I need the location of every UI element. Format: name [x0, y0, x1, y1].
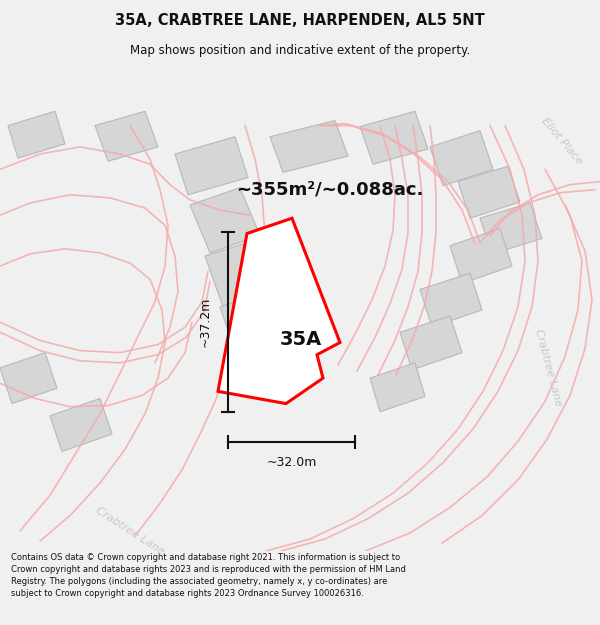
Polygon shape	[480, 203, 542, 254]
Polygon shape	[220, 289, 292, 357]
Polygon shape	[190, 188, 260, 253]
Text: 35A, CRABTREE LANE, HARPENDEN, AL5 5NT: 35A, CRABTREE LANE, HARPENDEN, AL5 5NT	[115, 12, 485, 28]
Polygon shape	[370, 363, 425, 412]
Text: 35A: 35A	[280, 331, 322, 349]
Polygon shape	[95, 111, 158, 161]
Text: Eliot Place: Eliot Place	[539, 116, 584, 166]
Text: Contains OS data © Crown copyright and database right 2021. This information is : Contains OS data © Crown copyright and d…	[11, 552, 406, 598]
Polygon shape	[50, 399, 112, 451]
Polygon shape	[0, 352, 57, 404]
Text: Map shows position and indicative extent of the property.: Map shows position and indicative extent…	[130, 44, 470, 57]
Polygon shape	[400, 316, 462, 370]
Text: ~32.0m: ~32.0m	[267, 456, 317, 469]
Polygon shape	[450, 228, 512, 283]
Text: ~37.2m: ~37.2m	[199, 297, 212, 348]
Text: Crabtree Lane: Crabtree Lane	[94, 505, 166, 557]
Text: Crabtree Lane: Crabtree Lane	[533, 328, 563, 408]
Text: ~355m²/~0.088ac.: ~355m²/~0.088ac.	[236, 181, 424, 199]
Polygon shape	[205, 239, 278, 307]
Polygon shape	[175, 137, 248, 195]
Polygon shape	[270, 121, 348, 172]
Polygon shape	[458, 166, 520, 218]
Polygon shape	[430, 131, 493, 186]
Polygon shape	[420, 273, 482, 328]
Polygon shape	[218, 218, 340, 404]
Polygon shape	[360, 111, 428, 164]
Polygon shape	[8, 111, 65, 158]
